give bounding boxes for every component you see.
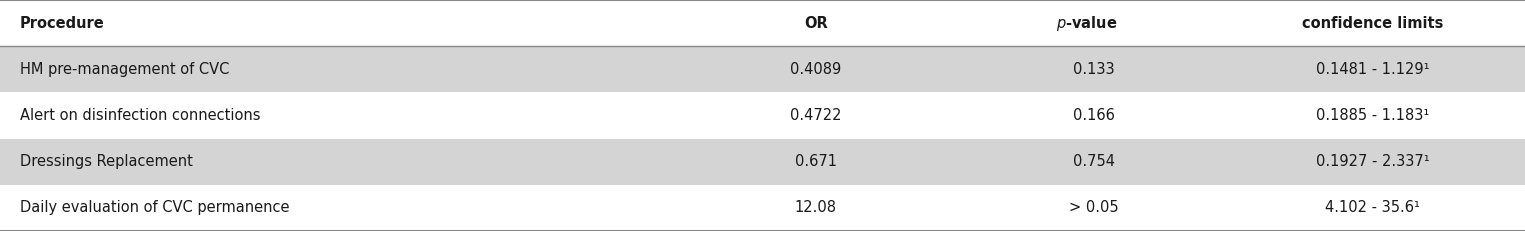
Text: 0.4089: 0.4089: [790, 62, 842, 77]
Text: OR: OR: [804, 16, 828, 30]
Text: 0.1481 - 1.129¹: 0.1481 - 1.129¹: [1316, 62, 1429, 77]
Text: 0.4722: 0.4722: [790, 108, 842, 123]
Text: HM pre-management of CVC: HM pre-management of CVC: [20, 62, 229, 77]
Text: confidence limits: confidence limits: [1302, 16, 1443, 30]
Text: > 0.05: > 0.05: [1069, 201, 1119, 215]
Text: 0.1927 - 2.337¹: 0.1927 - 2.337¹: [1316, 154, 1429, 169]
Text: Dressings Replacement: Dressings Replacement: [20, 154, 192, 169]
Text: 12.08: 12.08: [795, 201, 837, 215]
Text: $\it{p}$-value: $\it{p}$-value: [1055, 14, 1118, 33]
Bar: [0, 0, 1525, 46]
Text: Procedure: Procedure: [20, 16, 105, 30]
Bar: [0, 92, 1525, 139]
Bar: [0, 139, 1525, 185]
Text: Daily evaluation of CVC permanence: Daily evaluation of CVC permanence: [20, 201, 290, 215]
Text: Alert on disinfection connections: Alert on disinfection connections: [20, 108, 261, 123]
Bar: [0, 46, 1525, 92]
Text: 0.754: 0.754: [1074, 154, 1115, 169]
Bar: [0, 185, 1525, 231]
Text: 0.1885 - 1.183¹: 0.1885 - 1.183¹: [1316, 108, 1429, 123]
Text: 0.133: 0.133: [1074, 62, 1115, 77]
Text: 0.166: 0.166: [1074, 108, 1115, 123]
Text: 0.671: 0.671: [795, 154, 837, 169]
Text: 4.102 - 35.6¹: 4.102 - 35.6¹: [1325, 201, 1420, 215]
